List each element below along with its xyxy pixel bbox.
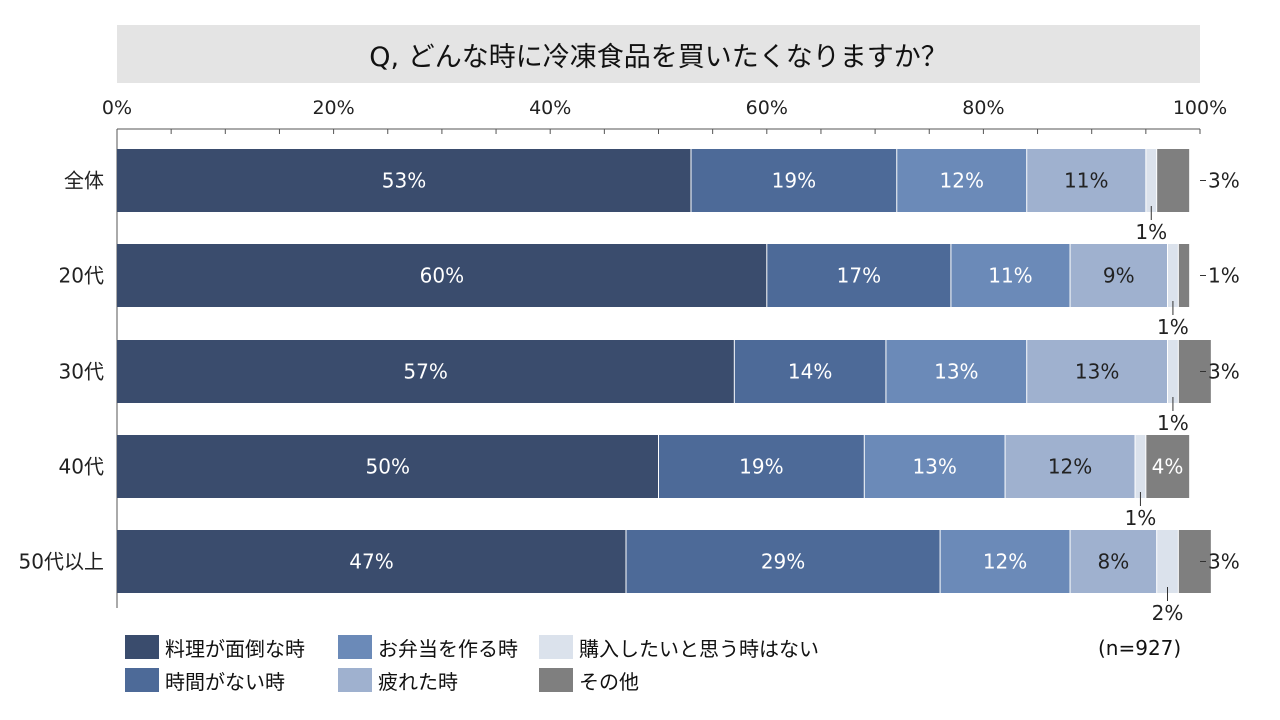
data-label: 13%: [934, 360, 978, 384]
legend-label: 料理が面倒な時: [165, 636, 305, 661]
data-label: 13%: [912, 455, 956, 479]
legend-label: その他: [579, 669, 639, 694]
data-label: 1%: [1208, 264, 1240, 288]
data-label: 11%: [1064, 169, 1108, 193]
legend-item: 時間がない時: [125, 666, 285, 694]
chart-title: Q, どんな時に冷凍食品を買いたくなりますか？: [369, 41, 948, 73]
legend: 料理が面倒な時 お弁当を作る時 購入したいと思う時はない時間がない時 疲れた時 その他: [125, 633, 1025, 703]
bar-segment: [766, 244, 951, 307]
bar-segment: [1156, 530, 1179, 593]
legend-item: 料理が面倒な時: [125, 633, 305, 661]
bar-segment: [885, 340, 1027, 403]
data-label: 12%: [1048, 455, 1092, 479]
bar-segment: [117, 340, 735, 403]
bar-segment: [950, 244, 1071, 307]
data-label: 3%: [1208, 550, 1240, 574]
legend-label: 疲れた時: [378, 669, 458, 694]
bar-segment: [940, 530, 1071, 593]
bar-segment: [117, 530, 627, 593]
data-label: 8%: [1097, 550, 1129, 574]
bar-segment: [1070, 530, 1157, 593]
category-label: 全体: [64, 169, 104, 193]
data-label: 50%: [366, 455, 410, 479]
bar-segment: [1070, 244, 1168, 307]
data-label: 2%: [1152, 601, 1184, 625]
legend-item: その他: [539, 666, 639, 694]
sample-size-note: (n=927): [1098, 636, 1182, 660]
data-label: 53%: [382, 169, 426, 193]
bar-segment: [117, 435, 659, 498]
legend-swatch: [338, 635, 372, 659]
bar-segment: [896, 149, 1027, 212]
data-label: 3%: [1208, 169, 1240, 193]
bar-segment: [1145, 435, 1190, 498]
legend-item: 疲れた時: [338, 666, 458, 694]
x-tick-label: 60%: [746, 97, 788, 119]
data-label: 17%: [837, 264, 881, 288]
bar-segment: [1167, 244, 1179, 307]
x-tick-label: 20%: [312, 97, 354, 119]
bar-segment: [117, 244, 767, 307]
bar-segment: [1156, 149, 1190, 212]
data-label: 11%: [988, 264, 1032, 288]
bar-segment: [1026, 149, 1146, 212]
category-label: 50代以上: [19, 550, 104, 574]
bar-segment: [658, 435, 865, 498]
legend-swatch: [539, 635, 573, 659]
data-label: 1%: [1135, 220, 1167, 244]
legend-swatch: [125, 668, 159, 692]
legend-label: お弁当を作る時: [378, 636, 518, 661]
x-tick-label: 40%: [529, 97, 571, 119]
x-tick-label: 80%: [962, 97, 1004, 119]
bar-segment: [1145, 149, 1157, 212]
data-label: 12%: [983, 550, 1027, 574]
data-label: 57%: [403, 360, 447, 384]
bar-segment: [117, 149, 691, 212]
data-label: 1%: [1157, 411, 1189, 435]
bar-segment: [1005, 435, 1136, 498]
data-label: 4%: [1152, 455, 1184, 479]
data-label: 13%: [1075, 360, 1119, 384]
data-label: 1%: [1157, 315, 1189, 339]
category-label: 20代: [59, 264, 104, 288]
bar-segment: [1178, 244, 1190, 307]
bar-segment: [864, 435, 1006, 498]
legend-label: 時間がない時: [165, 669, 285, 694]
category-label: 30代: [59, 360, 104, 384]
bar-segment: [734, 340, 886, 403]
chart-title-box: Q, どんな時に冷凍食品を買いたくなりますか？: [117, 25, 1200, 83]
legend-swatch: [125, 635, 159, 659]
data-label: 29%: [761, 550, 805, 574]
legend-item: お弁当を作る時: [338, 633, 518, 661]
bar-segment: [690, 149, 897, 212]
data-label: 19%: [772, 169, 816, 193]
bar-segment: [626, 530, 941, 593]
data-label: 60%: [420, 264, 464, 288]
data-label: 19%: [739, 455, 783, 479]
x-tick-label: 100%: [1173, 97, 1227, 119]
data-label: 14%: [788, 360, 832, 384]
data-label: 3%: [1208, 360, 1240, 384]
x-tick-label: 0%: [102, 97, 132, 119]
data-label: 1%: [1125, 506, 1157, 530]
data-label: 12%: [940, 169, 984, 193]
bar-segment: [1167, 340, 1179, 403]
bar-segment: [1026, 340, 1168, 403]
data-label: 47%: [349, 550, 393, 574]
bar-segment: [1135, 435, 1146, 498]
legend-label: 購入したいと思う時はない: [579, 636, 819, 661]
legend-swatch: [338, 668, 372, 692]
legend-swatch: [539, 668, 573, 692]
category-label: 40代: [59, 455, 104, 479]
legend-item: 購入したいと思う時はない: [539, 633, 819, 661]
data-label: 9%: [1103, 264, 1135, 288]
